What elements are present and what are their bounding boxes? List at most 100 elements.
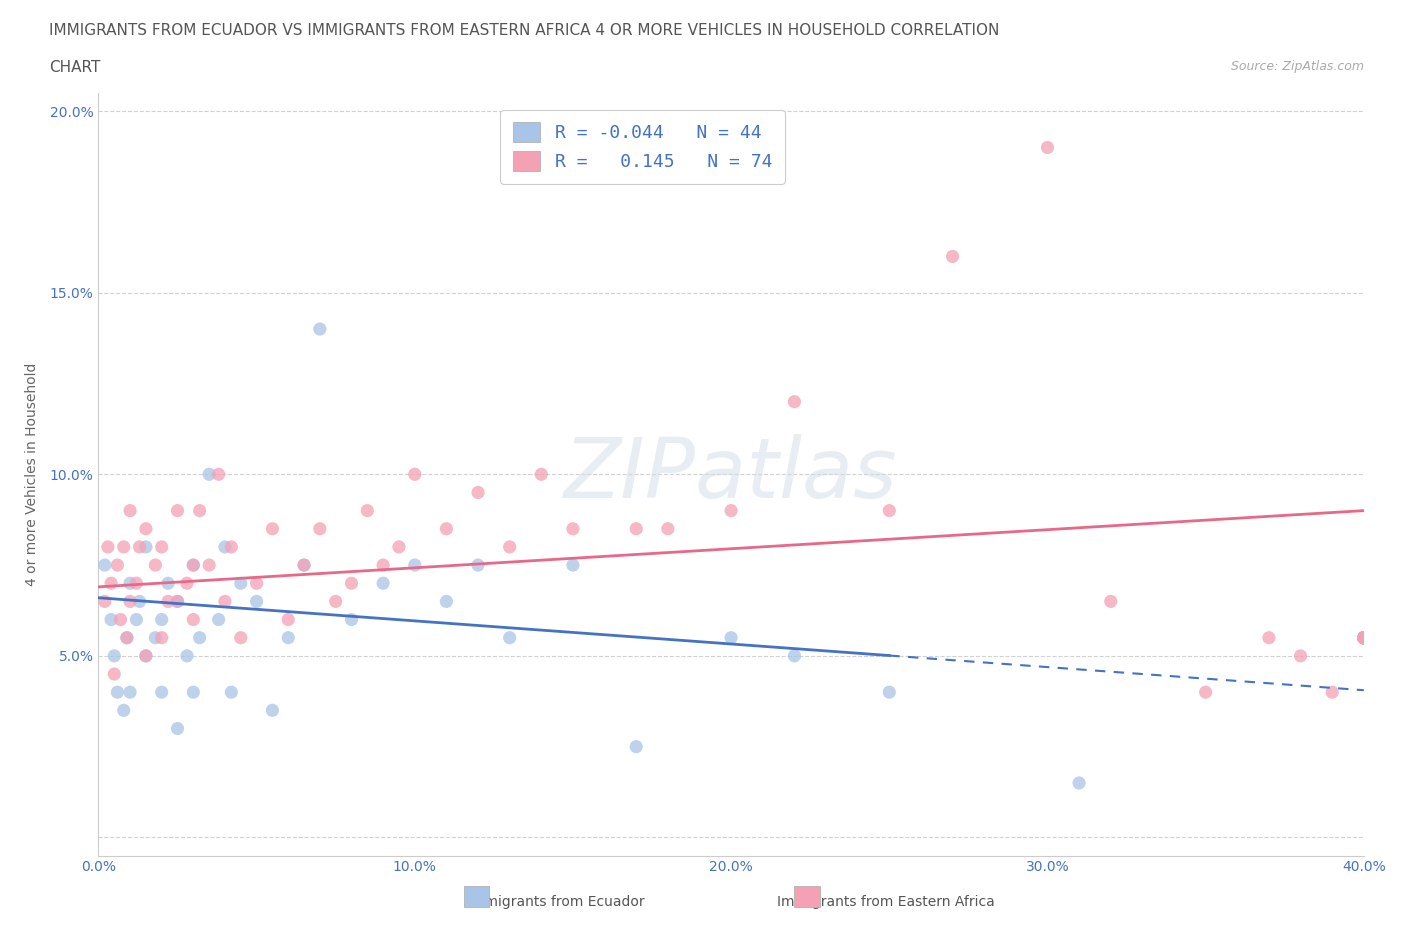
Point bbox=[624, 522, 647, 537]
Point bbox=[219, 684, 243, 699]
Point bbox=[1353, 631, 1375, 645]
Point bbox=[877, 684, 900, 699]
Point bbox=[115, 631, 138, 645]
Point bbox=[246, 594, 269, 609]
Point bbox=[166, 594, 188, 609]
Point bbox=[404, 467, 426, 482]
Point bbox=[229, 576, 252, 591]
Point bbox=[498, 631, 520, 645]
Point bbox=[277, 612, 299, 627]
Point bbox=[135, 648, 157, 663]
Point bbox=[1067, 776, 1090, 790]
Point bbox=[1353, 631, 1375, 645]
Point bbox=[183, 612, 205, 627]
Point bbox=[498, 539, 520, 554]
Text: Immigrants from Eastern Africa: Immigrants from Eastern Africa bbox=[778, 895, 994, 910]
Point bbox=[1322, 684, 1344, 699]
Point bbox=[120, 594, 141, 609]
Point bbox=[97, 539, 120, 554]
Point bbox=[388, 539, 411, 554]
Point bbox=[436, 594, 458, 609]
Point bbox=[561, 558, 585, 573]
Point bbox=[1353, 631, 1375, 645]
Y-axis label: 4 or more Vehicles in Household: 4 or more Vehicles in Household bbox=[24, 363, 38, 586]
Point bbox=[262, 522, 284, 537]
Point bbox=[150, 631, 173, 645]
Point bbox=[309, 322, 332, 337]
Point bbox=[135, 648, 157, 663]
Point bbox=[219, 539, 243, 554]
Point bbox=[340, 576, 363, 591]
Point bbox=[183, 558, 205, 573]
Point bbox=[198, 558, 221, 573]
Point bbox=[93, 594, 117, 609]
Point bbox=[214, 539, 236, 554]
Point bbox=[115, 631, 138, 645]
Point bbox=[188, 631, 211, 645]
Point bbox=[120, 503, 141, 518]
Point bbox=[309, 522, 332, 537]
Legend: R = -0.044   N = 44, R =   0.145   N = 74: R = -0.044 N = 44, R = 0.145 N = 74 bbox=[501, 110, 785, 184]
Text: Immigrants from Ecuador: Immigrants from Ecuador bbox=[467, 895, 644, 910]
Point bbox=[356, 503, 378, 518]
Point bbox=[112, 539, 135, 554]
Point bbox=[1353, 631, 1375, 645]
Point bbox=[112, 703, 135, 718]
Point bbox=[128, 539, 150, 554]
Text: CHART: CHART bbox=[49, 60, 101, 75]
Point bbox=[1099, 594, 1122, 609]
Point bbox=[183, 684, 205, 699]
Point bbox=[1036, 140, 1059, 155]
Point bbox=[188, 503, 211, 518]
Point bbox=[110, 612, 132, 627]
Point bbox=[467, 485, 489, 500]
Point bbox=[371, 576, 394, 591]
Point bbox=[100, 612, 122, 627]
Point bbox=[1353, 631, 1375, 645]
Point bbox=[561, 522, 585, 537]
Point bbox=[157, 594, 180, 609]
Point bbox=[166, 721, 188, 736]
Point bbox=[262, 703, 284, 718]
Point bbox=[292, 558, 315, 573]
Point bbox=[624, 739, 647, 754]
Point bbox=[1353, 631, 1375, 645]
Point bbox=[145, 631, 166, 645]
Point bbox=[877, 503, 900, 518]
Point bbox=[157, 576, 180, 591]
Point bbox=[176, 576, 198, 591]
Point bbox=[436, 522, 458, 537]
Point bbox=[1353, 631, 1375, 645]
Text: Source: ZipAtlas.com: Source: ZipAtlas.com bbox=[1230, 60, 1364, 73]
Point bbox=[198, 467, 221, 482]
Point bbox=[1353, 631, 1375, 645]
Point bbox=[183, 558, 205, 573]
Point bbox=[150, 684, 173, 699]
Point bbox=[783, 394, 806, 409]
Point bbox=[942, 249, 965, 264]
Point bbox=[208, 612, 231, 627]
Point bbox=[720, 631, 742, 645]
Point bbox=[720, 503, 742, 518]
Point bbox=[135, 539, 157, 554]
Point bbox=[103, 648, 125, 663]
Point bbox=[214, 594, 236, 609]
Point bbox=[150, 612, 173, 627]
Point bbox=[135, 522, 157, 537]
Point bbox=[1257, 631, 1279, 645]
Point bbox=[1353, 631, 1375, 645]
Point bbox=[340, 612, 363, 627]
Point bbox=[166, 594, 188, 609]
Point bbox=[1353, 631, 1375, 645]
Point bbox=[107, 558, 129, 573]
Point bbox=[93, 558, 117, 573]
Point bbox=[1289, 648, 1312, 663]
Point bbox=[166, 503, 188, 518]
Point bbox=[325, 594, 347, 609]
Point bbox=[783, 648, 806, 663]
Point bbox=[1353, 631, 1375, 645]
Point bbox=[103, 667, 125, 682]
Point bbox=[125, 612, 148, 627]
Point bbox=[145, 558, 166, 573]
Point bbox=[1353, 631, 1375, 645]
